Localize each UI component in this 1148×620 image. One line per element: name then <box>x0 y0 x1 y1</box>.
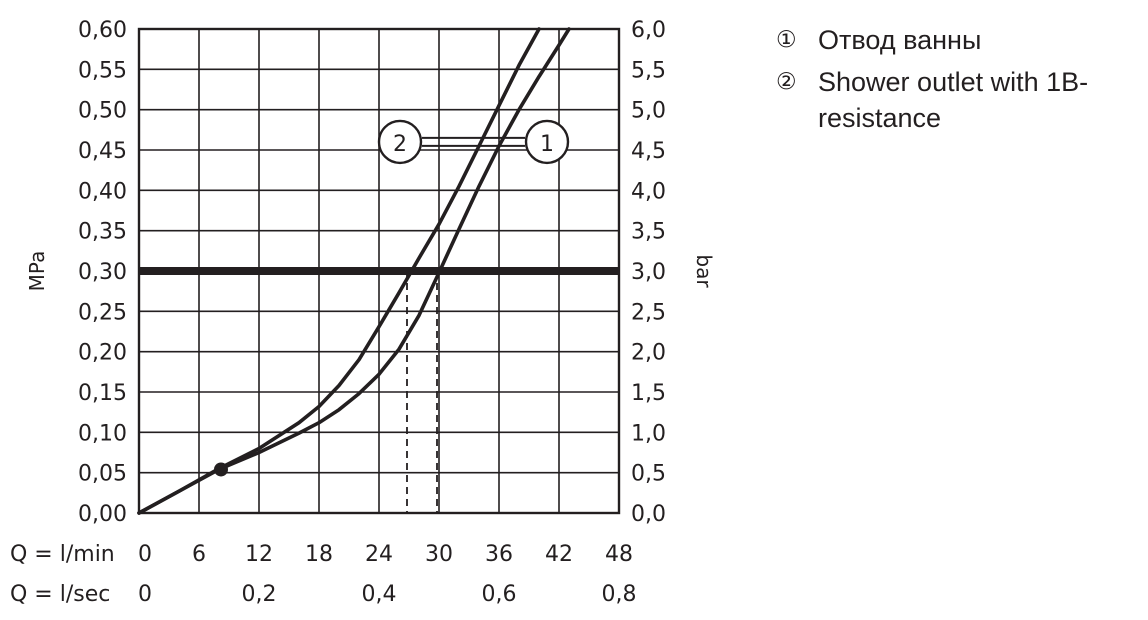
callout-label-1: 1 <box>540 132 554 157</box>
y-right-tick-label: 5,0 <box>631 99 666 124</box>
y-right-tick-label: 0,0 <box>631 502 666 527</box>
reference-layer <box>139 267 619 513</box>
x-lsec-tick-label: 0,8 <box>602 582 637 607</box>
x-lmin-tick-label: 36 <box>485 542 513 567</box>
x-lmin-tick-label: 24 <box>365 542 393 567</box>
x-axis-lsec-label: Q = l/sec <box>10 582 110 607</box>
callout-circle-1 <box>524 119 570 165</box>
series-line-2 <box>137 27 541 515</box>
y-left-axis-label: MPa <box>25 251 49 292</box>
callout-circle-2 <box>377 119 423 165</box>
y-right-tick-label: 4,0 <box>631 179 666 204</box>
legend-marker-1: ① <box>776 27 797 53</box>
legend: ① Отвод ванны ② Shower outlet with 1B-re… <box>776 22 1136 142</box>
tick-labels: 0,000,050,100,150,200,250,300,350,400,45… <box>10 18 716 607</box>
x-lsec-tick-label: 0,2 <box>242 582 277 607</box>
point-marker <box>214 462 228 477</box>
y-left-tick-label: 0,25 <box>78 300 127 325</box>
y-left-tick-label: 0,05 <box>78 462 127 487</box>
x-lmin-tick-label: 18 <box>305 542 333 567</box>
y-right-tick-label: 3,5 <box>631 220 666 245</box>
x-axis-lmin-label: Q = l/min <box>10 542 115 567</box>
callout-label-2: 2 <box>393 132 407 157</box>
x-lmin-tick-label: 0 <box>138 542 152 567</box>
y-right-tick-label: 4,5 <box>631 139 666 164</box>
y-left-tick-label: 0,10 <box>78 421 127 446</box>
y-right-tick-label: 3,0 <box>631 260 666 285</box>
x-lmin-tick-label: 12 <box>245 542 273 567</box>
y-left-tick-label: 0,30 <box>78 260 127 285</box>
y-left-tick-label: 0,35 <box>78 220 127 245</box>
y-right-tick-label: 2,0 <box>631 341 666 366</box>
x-lsec-tick-label: 0,4 <box>362 582 397 607</box>
y-left-tick-label: 0,00 <box>78 502 127 527</box>
y-right-tick-label: 5,5 <box>631 58 666 83</box>
x-lsec-tick-label: 0,6 <box>482 582 517 607</box>
x-lmin-tick-label: 6 <box>192 542 206 567</box>
y-left-tick-label: 0,45 <box>78 139 127 164</box>
x-lmin-tick-label: 48 <box>605 542 633 567</box>
y-right-axis-label: bar <box>692 254 716 288</box>
y-right-tick-label: 2,5 <box>631 300 666 325</box>
y-left-tick-label: 0,40 <box>78 179 127 204</box>
y-left-tick-label: 0,15 <box>78 381 127 406</box>
y-right-tick-label: 0,5 <box>631 462 666 487</box>
x-lsec-tick-label: 0 <box>138 582 152 607</box>
legend-item-1: ① Отвод ванны <box>776 22 1136 58</box>
series-line-1 <box>137 27 571 515</box>
x-lmin-tick-label: 42 <box>545 542 573 567</box>
y-left-tick-label: 0,60 <box>78 18 127 43</box>
y-left-tick-label: 0,55 <box>78 58 127 83</box>
y-right-tick-label: 1,5 <box>631 381 666 406</box>
y-right-tick-label: 6,0 <box>631 18 666 43</box>
y-left-tick-label: 0,20 <box>78 341 127 366</box>
series-layer <box>137 27 571 515</box>
x-lmin-tick-label: 30 <box>425 542 453 567</box>
legend-label-1: Отвод ванны <box>818 25 982 55</box>
y-left-tick-label: 0,50 <box>78 99 127 124</box>
legend-marker-2: ② <box>776 69 797 95</box>
legend-label-2: Shower outlet with 1B-resistance <box>818 67 1089 133</box>
legend-item-2: ② Shower outlet with 1B-resistance <box>776 64 1136 136</box>
y-right-tick-label: 1,0 <box>631 421 666 446</box>
